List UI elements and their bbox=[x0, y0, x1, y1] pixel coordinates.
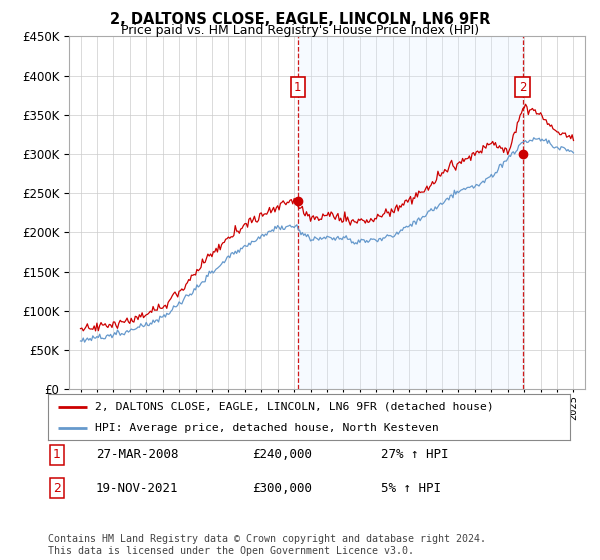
Text: 19-NOV-2021: 19-NOV-2021 bbox=[96, 482, 179, 495]
Text: 27-MAR-2008: 27-MAR-2008 bbox=[96, 448, 179, 461]
Bar bbox=[298, 36, 523, 389]
Text: 5% ↑ HPI: 5% ↑ HPI bbox=[381, 482, 441, 495]
Text: Price paid vs. HM Land Registry's House Price Index (HPI): Price paid vs. HM Land Registry's House … bbox=[121, 24, 479, 37]
Text: 2: 2 bbox=[53, 482, 61, 495]
Text: Contains HM Land Registry data © Crown copyright and database right 2024.
This d: Contains HM Land Registry data © Crown c… bbox=[48, 534, 486, 556]
Text: 1: 1 bbox=[53, 448, 61, 461]
Text: 1: 1 bbox=[294, 81, 302, 94]
Text: HPI: Average price, detached house, North Kesteven: HPI: Average price, detached house, Nort… bbox=[95, 423, 439, 433]
Text: 27% ↑ HPI: 27% ↑ HPI bbox=[381, 448, 449, 461]
Text: 2, DALTONS CLOSE, EAGLE, LINCOLN, LN6 9FR: 2, DALTONS CLOSE, EAGLE, LINCOLN, LN6 9F… bbox=[110, 12, 490, 27]
Text: £240,000: £240,000 bbox=[252, 448, 312, 461]
Text: £300,000: £300,000 bbox=[252, 482, 312, 495]
Text: 2, DALTONS CLOSE, EAGLE, LINCOLN, LN6 9FR (detached house): 2, DALTONS CLOSE, EAGLE, LINCOLN, LN6 9F… bbox=[95, 402, 494, 412]
Text: 2: 2 bbox=[519, 81, 526, 94]
